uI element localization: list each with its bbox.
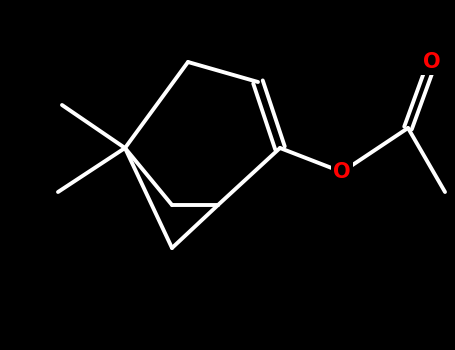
Text: O: O (333, 162, 351, 182)
Text: O: O (423, 52, 441, 72)
